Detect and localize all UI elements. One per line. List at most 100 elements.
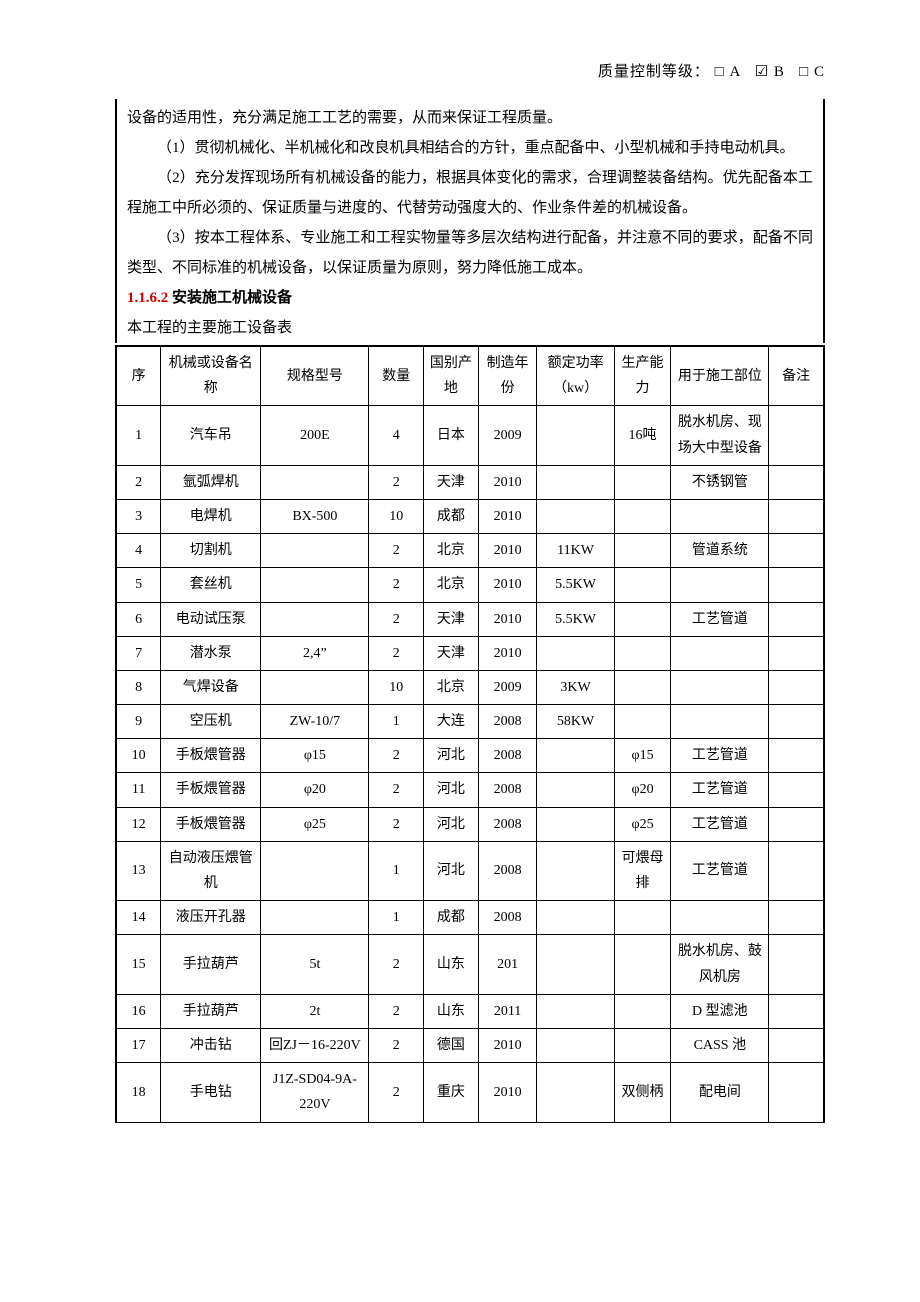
cell-seq: 8 — [116, 670, 161, 704]
page: 质量控制等级： □ A ☑ B □ C 设备的适用性，充分满足施工工艺的需要，从… — [0, 0, 920, 1163]
cell-year: 2009 — [478, 406, 537, 465]
cell-qty: 10 — [369, 670, 424, 704]
cell-use — [671, 636, 769, 670]
cell-power: 5.5KW — [537, 568, 614, 602]
cell-qty: 10 — [369, 499, 424, 533]
table-row: 9空压机ZW-10/71大连200858KW — [116, 705, 824, 739]
cell-remark — [769, 465, 824, 499]
cell-origin: 天津 — [424, 465, 479, 499]
cell-remark — [769, 499, 824, 533]
cell-qty: 2 — [369, 935, 424, 994]
equipment-table: 序 机械或设备名称 规格型号 数量 国别产地 制造年份 额定功率（kw） 生产能… — [115, 345, 825, 1123]
cell-origin: 河北 — [424, 807, 479, 841]
paragraph-1: （1）贯彻机械化、半机械化和改良机具相结合的方针，重点配备中、小型机械和手持电动… — [127, 133, 813, 163]
cell-remark — [769, 1028, 824, 1062]
cell-power — [537, 465, 614, 499]
cell-origin: 大连 — [424, 705, 479, 739]
cell-qty: 2 — [369, 1063, 424, 1122]
table-row: 2氩弧焊机2天津2010不锈钢管 — [116, 465, 824, 499]
cell-remark — [769, 534, 824, 568]
table-header-row: 序 机械或设备名称 规格型号 数量 国别产地 制造年份 额定功率（kw） 生产能… — [116, 346, 824, 406]
cell-cap — [614, 994, 671, 1028]
cell-name: 汽车吊 — [161, 406, 261, 465]
cell-seq: 3 — [116, 499, 161, 533]
cell-seq: 2 — [116, 465, 161, 499]
cell-cap — [614, 534, 671, 568]
cell-spec — [261, 568, 369, 602]
checkbox-a-box: □ — [715, 64, 725, 80]
cell-use: 不锈钢管 — [671, 465, 769, 499]
cell-year: 2010 — [478, 1063, 537, 1122]
cell-cap — [614, 499, 671, 533]
col-cap: 生产能力 — [614, 346, 671, 406]
cell-seq: 12 — [116, 807, 161, 841]
cell-cap — [614, 705, 671, 739]
cell-name: 冲击钻 — [161, 1028, 261, 1062]
section-heading: 1.1.6.2 安装施工机械设备 — [127, 283, 813, 313]
table-row: 1汽车吊200E4日本200916吨脱水机房、现场大中型设备 — [116, 406, 824, 465]
cell-cap — [614, 670, 671, 704]
cell-seq: 14 — [116, 901, 161, 935]
cell-use — [671, 901, 769, 935]
cell-origin: 重庆 — [424, 1063, 479, 1122]
col-remark: 备注 — [769, 346, 824, 406]
cell-spec — [261, 602, 369, 636]
cell-power: 3KW — [537, 670, 614, 704]
cell-spec — [261, 670, 369, 704]
cell-cap: φ25 — [614, 807, 671, 841]
cell-power — [537, 1028, 614, 1062]
cell-spec: ZW-10/7 — [261, 705, 369, 739]
cell-cap: 可煨母排 — [614, 841, 671, 900]
cell-spec: φ20 — [261, 773, 369, 807]
cell-year: 2008 — [478, 807, 537, 841]
cell-cap — [614, 901, 671, 935]
cell-power: 5.5KW — [537, 602, 614, 636]
checkbox-a-label: A — [729, 64, 740, 80]
cell-remark — [769, 994, 824, 1028]
cell-seq: 17 — [116, 1028, 161, 1062]
cell-origin: 德国 — [424, 1028, 479, 1062]
cell-remark — [769, 406, 824, 465]
checkbox-b-label: B — [774, 64, 785, 80]
cell-spec: 2,4” — [261, 636, 369, 670]
cell-seq: 11 — [116, 773, 161, 807]
col-seq: 序 — [116, 346, 161, 406]
cell-origin: 河北 — [424, 739, 479, 773]
col-use: 用于施工部位 — [671, 346, 769, 406]
cell-use: CASS 池 — [671, 1028, 769, 1062]
cell-cap — [614, 1028, 671, 1062]
cell-year: 2009 — [478, 670, 537, 704]
cell-use: 工艺管道 — [671, 807, 769, 841]
cell-seq: 4 — [116, 534, 161, 568]
cell-year: 2008 — [478, 773, 537, 807]
cell-year: 2010 — [478, 568, 537, 602]
cell-power — [537, 841, 614, 900]
cell-year: 2008 — [478, 901, 537, 935]
cell-remark — [769, 739, 824, 773]
cell-qty: 2 — [369, 465, 424, 499]
cell-power: 11KW — [537, 534, 614, 568]
cell-qty: 1 — [369, 841, 424, 900]
table-row: 4切割机2北京201011KW管道系统 — [116, 534, 824, 568]
content-frame: 设备的适用性，充分满足施工工艺的需要，从而来保证工程质量。 （1）贯彻机械化、半… — [115, 99, 825, 343]
cell-power — [537, 1063, 614, 1122]
cell-seq: 1 — [116, 406, 161, 465]
cell-use: D 型滤池 — [671, 994, 769, 1028]
cell-qty: 2 — [369, 773, 424, 807]
cell-name: 气焊设备 — [161, 670, 261, 704]
cell-remark — [769, 705, 824, 739]
cell-spec: 2t — [261, 994, 369, 1028]
cell-origin: 山东 — [424, 935, 479, 994]
cell-power — [537, 636, 614, 670]
cell-spec: 5t — [261, 935, 369, 994]
cell-year: 2011 — [478, 994, 537, 1028]
col-name: 机械或设备名称 — [161, 346, 261, 406]
quality-label: 质量控制等级： — [598, 64, 710, 80]
quality-control-header: 质量控制等级： □ A ☑ B □ C — [115, 60, 825, 81]
cell-cap — [614, 465, 671, 499]
checkbox-c-box: □ — [799, 64, 809, 80]
cell-seq: 15 — [116, 935, 161, 994]
cell-use: 工艺管道 — [671, 773, 769, 807]
cell-remark — [769, 1063, 824, 1122]
cell-cap — [614, 935, 671, 994]
